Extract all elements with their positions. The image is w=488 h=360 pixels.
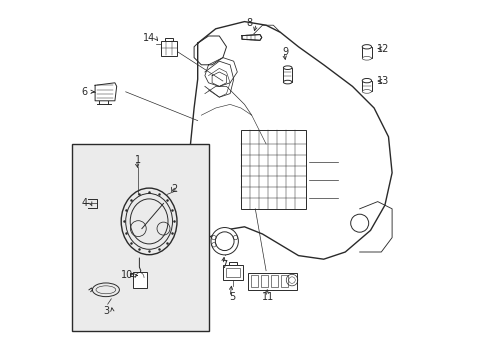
Text: 6: 6 [81,87,87,97]
Bar [250,275,258,287]
Text: 5: 5 [228,292,235,302]
Text: 9: 9 [282,47,288,57]
Bar [165,38,172,41]
Circle shape [211,228,238,255]
Bar [72,144,208,331]
Text: 1: 1 [135,155,141,165]
Bar [362,47,371,58]
Text: 14: 14 [142,33,155,43]
Ellipse shape [362,90,371,93]
Bar [229,262,236,265]
Bar [161,41,177,56]
Text: 12: 12 [376,44,388,54]
Ellipse shape [283,80,291,84]
Text: 2: 2 [171,184,177,194]
Bar [270,275,278,287]
Bar [133,272,146,288]
Bar [283,68,291,82]
Text: 13: 13 [376,76,388,86]
Ellipse shape [283,66,291,69]
Text: 7: 7 [221,260,227,270]
Text: 4: 4 [81,198,87,208]
Ellipse shape [362,45,371,49]
Ellipse shape [362,57,371,60]
Bar [261,275,268,287]
Bar [241,130,305,209]
Bar [281,275,288,287]
Bar [225,268,240,277]
Text: 3: 3 [102,306,109,316]
Text: 10: 10 [121,270,133,280]
Ellipse shape [362,78,371,83]
Polygon shape [242,35,261,40]
Text: 8: 8 [246,18,252,28]
Bar [362,81,371,91]
Bar [247,273,296,290]
Text: 11: 11 [261,292,273,302]
Bar [223,265,243,280]
